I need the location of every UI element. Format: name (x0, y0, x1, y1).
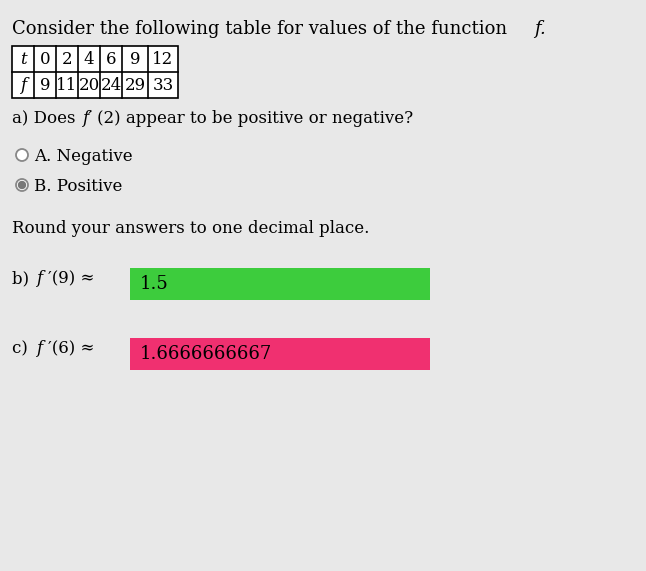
Text: f: f (36, 270, 42, 287)
Text: ′(9) ≈: ′(9) ≈ (48, 270, 94, 287)
Bar (130, 268, 430, 300)
Circle shape (19, 182, 25, 188)
Text: Round your answers to one decimal place.: Round your answers to one decimal place. (12, 220, 370, 237)
Circle shape (16, 179, 28, 191)
Bar (12, 46, 178, 98)
Text: 33: 33 (152, 77, 174, 94)
Text: 2: 2 (61, 50, 72, 67)
Text: f: f (36, 340, 42, 357)
Text: t: t (19, 50, 26, 67)
Text: 9: 9 (130, 50, 140, 67)
Text: A. Negative: A. Negative (34, 148, 132, 165)
Text: 4: 4 (84, 50, 94, 67)
Bar (130, 338, 430, 370)
Text: Consider the following table for values of the function: Consider the following table for values … (12, 20, 513, 38)
Text: 9: 9 (40, 77, 50, 94)
Text: 20: 20 (78, 77, 99, 94)
Text: 11: 11 (56, 77, 78, 94)
Text: f: f (20, 77, 26, 94)
Text: f′: f′ (82, 110, 92, 127)
Text: a) Does: a) Does (12, 110, 81, 127)
Text: 6: 6 (106, 50, 116, 67)
Text: 24: 24 (100, 77, 121, 94)
Text: 0: 0 (39, 50, 50, 67)
Text: c): c) (12, 340, 33, 357)
Text: ′(6) ≈: ′(6) ≈ (48, 340, 94, 357)
Text: b): b) (12, 270, 34, 287)
Text: (2) appear to be positive or negative?: (2) appear to be positive or negative? (97, 110, 413, 127)
Text: 1.5: 1.5 (140, 275, 169, 293)
Text: 12: 12 (152, 50, 174, 67)
Text: 1.6666666667: 1.6666666667 (140, 345, 272, 363)
Text: B. Positive: B. Positive (34, 178, 122, 195)
Text: f.: f. (534, 20, 546, 38)
Circle shape (16, 149, 28, 161)
Text: 29: 29 (125, 77, 145, 94)
